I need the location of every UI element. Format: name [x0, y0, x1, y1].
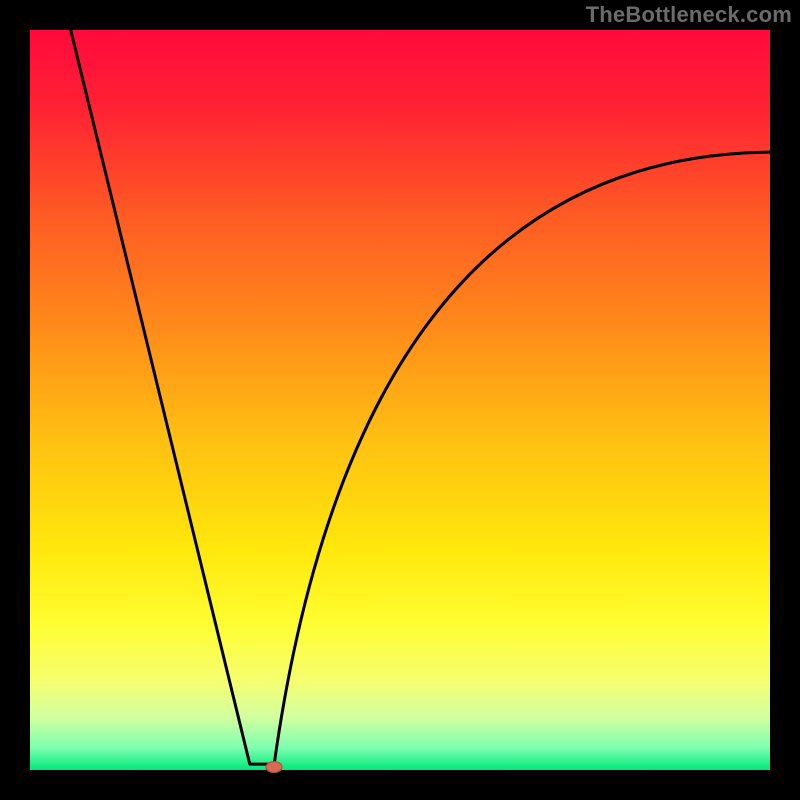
watermark-text: TheBottleneck.com [586, 2, 792, 28]
optimal-point-marker [266, 761, 283, 773]
plot-area [30, 30, 770, 770]
chart-container: TheBottleneck.com [0, 0, 800, 800]
